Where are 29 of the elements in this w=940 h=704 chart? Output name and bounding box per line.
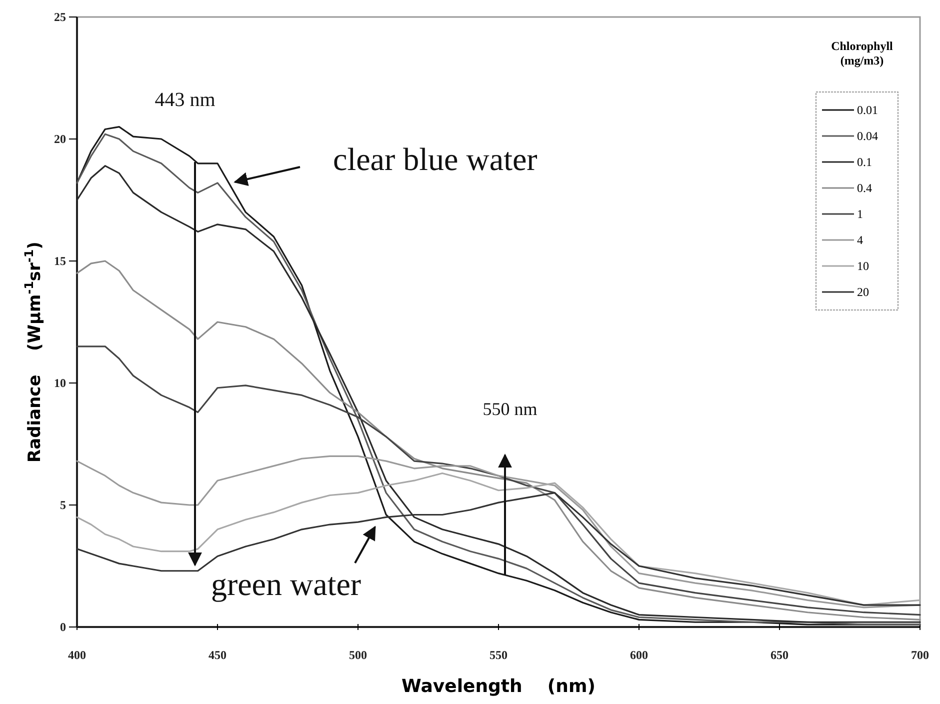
y-tick-label: 0 [60, 620, 66, 634]
annotation: 443 nm [154, 89, 216, 111]
x-axis-title: Wavelength (nm) [402, 676, 596, 697]
annotation: green water [210, 566, 362, 602]
legend-label: 0.04 [857, 129, 878, 143]
annotation: clear blue water [333, 141, 538, 177]
line-series [76, 260, 921, 620]
x-tick-label: 500 [349, 648, 367, 662]
y-tick-label: 15 [54, 254, 66, 268]
legend-label: 0.1 [857, 155, 872, 169]
legend-label: 1 [857, 207, 863, 221]
annotation: 550 nm [482, 399, 538, 419]
legend-label: 10 [857, 259, 869, 273]
x-tick-label: 400 [68, 648, 86, 662]
x-tick-label: 450 [208, 648, 226, 662]
y-tick-label: 20 [54, 132, 66, 146]
legend-title: Chlorophyll (mg/m3) [831, 39, 894, 68]
x-tick-label: 550 [490, 648, 508, 662]
x-tick-label: 650 [770, 648, 788, 662]
legend-label: 0.4 [857, 181, 872, 195]
y-tick-label: 25 [54, 10, 66, 24]
y-tick-label: 5 [60, 498, 66, 512]
x-tick-label: 600 [630, 648, 648, 662]
legend-label: 0.01 [857, 103, 878, 117]
y-tick-label: 10 [54, 376, 66, 390]
legend-label: 4 [857, 233, 863, 247]
x-tick-label: 700 [911, 648, 929, 662]
line-series [76, 346, 921, 616]
legend-label: 20 [857, 285, 869, 299]
